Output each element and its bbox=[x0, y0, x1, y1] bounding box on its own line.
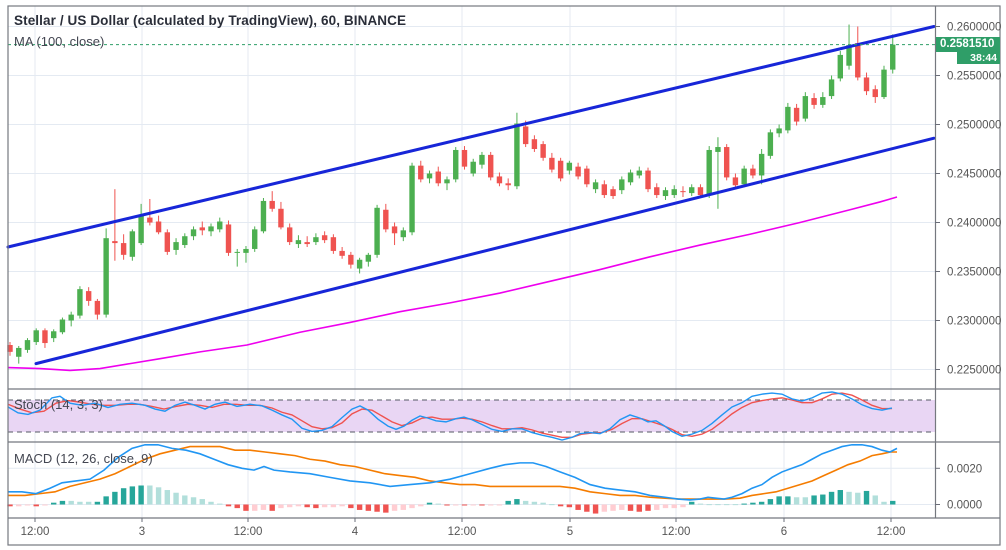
price-axis-label: 0.2300000 bbox=[947, 316, 1001, 328]
price-axis-label: 0.2500000 bbox=[947, 120, 1001, 132]
price-axis-label: 0.2400000 bbox=[947, 218, 1001, 230]
price-axis-label: 0.2600000 bbox=[947, 22, 1001, 34]
price-axis-label: 0.2550000 bbox=[947, 71, 1001, 83]
macd-axis-label: 0.0000 bbox=[947, 500, 982, 512]
time-axis-label: 12:00 bbox=[662, 526, 691, 538]
price-axis-label: 0.2250000 bbox=[947, 365, 1001, 377]
time-axis-label: 12:00 bbox=[234, 526, 263, 538]
price-axis-label: 0.2350000 bbox=[947, 267, 1001, 279]
time-axis-label: 12:00 bbox=[877, 526, 906, 538]
macd-axis-label: 0.0020 bbox=[947, 463, 982, 475]
time-axis-label: 6 bbox=[781, 526, 787, 538]
price-axis-label: 0.2450000 bbox=[947, 169, 1001, 181]
time-axis-label: 3 bbox=[139, 526, 145, 538]
time-axis-label: 12:00 bbox=[21, 526, 50, 538]
time-axis-label: 12:00 bbox=[448, 526, 477, 538]
time-axis-label: 4 bbox=[352, 526, 359, 538]
time-axis-label: 5 bbox=[567, 526, 573, 538]
